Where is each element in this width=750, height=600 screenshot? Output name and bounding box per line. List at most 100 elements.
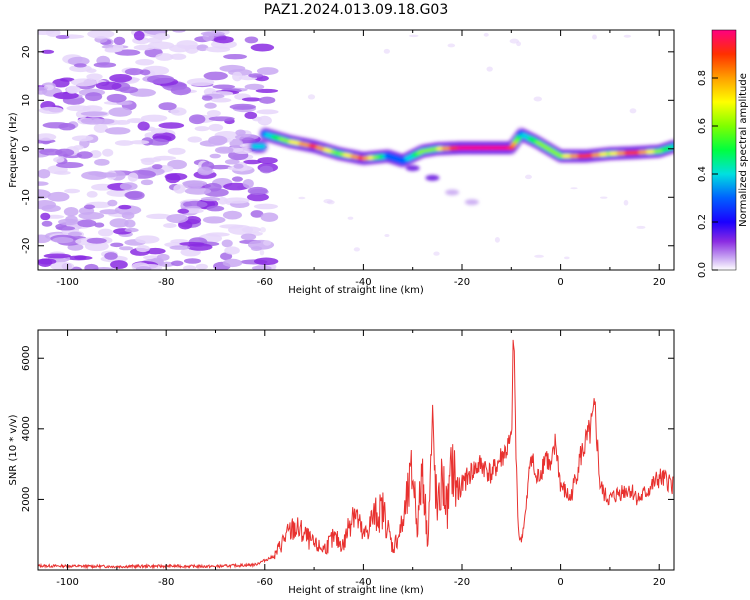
heatmap-noise-cell — [258, 96, 276, 104]
heatmap-noise-cell — [248, 73, 263, 78]
heatmap-noise-cell — [253, 257, 279, 266]
heatmap-noise-cell — [259, 165, 274, 174]
heatmap-noise-cell — [74, 255, 87, 260]
heatmap-noise-cell — [52, 78, 70, 88]
heatmap-noise-cell — [257, 157, 278, 164]
heatmap-noise-cell — [184, 187, 212, 195]
heatmap-noise-cell — [208, 135, 228, 146]
spectrogram-y-tick-label: -20 — [21, 238, 32, 254]
colorbar-tick-label: 0.4 — [697, 166, 708, 182]
snr-x-tick-label: 0 — [557, 577, 563, 588]
heatmap-noise-cell — [125, 190, 145, 200]
heatmap-noise-cell — [206, 109, 221, 117]
heatmap-noise-cell — [38, 106, 64, 115]
heatmap-noise-cell — [170, 85, 192, 96]
heatmap-noise-cell — [38, 181, 49, 186]
heatmap-noise-cell — [221, 239, 233, 248]
heatmap-noise-cell — [534, 254, 544, 258]
heatmap-noise-cell — [170, 260, 184, 267]
heatmap-noise-cell — [84, 241, 109, 252]
heatmap-noise-cell — [241, 97, 262, 102]
heatmap-noise-cell — [244, 36, 259, 44]
heatmap-noise-cell — [118, 246, 134, 251]
heatmap-noise-cell — [563, 256, 570, 260]
heatmap-ridge-core — [670, 144, 674, 149]
heatmap-noise-cell — [170, 53, 187, 60]
snr-x-tick-label: -20 — [454, 577, 470, 588]
heatmap-noise-cell — [167, 159, 187, 170]
snr-series — [38, 339, 674, 570]
heatmap-noise-cell — [110, 242, 124, 248]
spectrogram-x-ticks: -100 -80 -60 -40 -20 0 20 — [56, 30, 666, 288]
snr-y-axis-label: SNR (10 * v/v) — [8, 414, 19, 485]
snr-y-tick-label: 6000 — [21, 346, 32, 371]
heatmap-noise-cell — [158, 122, 185, 129]
snr-line — [38, 339, 674, 570]
heatmap-noise-cell — [63, 207, 79, 217]
heatmap-noise-cell — [326, 200, 335, 205]
heatmap-noise-cell — [53, 156, 65, 163]
heatmap-noise-cell — [38, 86, 48, 95]
heatmap-noise-cell — [124, 219, 136, 228]
heatmap-noise-cell — [64, 188, 81, 194]
heatmap-noise-cell — [256, 67, 279, 75]
heatmap-noise-cell — [169, 245, 190, 250]
heatmap-noise-cell — [195, 263, 208, 270]
spectrogram-y-tick-label: 10 — [21, 94, 32, 107]
heatmap-noise-cell — [232, 71, 243, 82]
heatmap-noise-cell — [250, 43, 275, 52]
heatmap-noise-cell — [110, 260, 128, 270]
heatmap-noise-cell — [55, 35, 70, 40]
heatmap-noise-cell — [433, 251, 440, 256]
snr-y-tick-label: 2000 — [21, 487, 32, 512]
heatmap-noise-cell — [84, 263, 99, 270]
heatmap-noise-cell — [222, 210, 242, 220]
heatmap-noise-cell — [347, 216, 354, 220]
heatmap-noise-cell — [197, 166, 213, 176]
heatmap-noise-cell — [167, 147, 186, 155]
heatmap-noise-cell — [119, 182, 138, 191]
heatmap-noise-cell — [136, 245, 150, 253]
heatmap-noise-cell — [86, 237, 107, 244]
heatmap-noise-cell — [205, 232, 230, 237]
heatmap-noise-cell — [133, 44, 155, 51]
heatmap-noise-cell — [93, 123, 108, 133]
heatmap-noise-cell — [184, 215, 202, 225]
heatmap-noise-cell — [39, 148, 63, 156]
heatmap-noise-cell — [158, 102, 177, 111]
heatmap-noise-cell — [38, 133, 57, 141]
heatmap-noise-cell — [72, 145, 84, 150]
heatmap-noise-cell — [38, 168, 51, 179]
heatmap-noise-cell — [146, 74, 175, 84]
heatmap-noise-cell — [52, 237, 74, 244]
spectrogram-y-tick-label: -10 — [21, 189, 32, 205]
heatmap-noise-cell — [214, 146, 234, 154]
heatmap-noise-cell — [447, 43, 456, 48]
heatmap-noise-cell — [169, 44, 191, 53]
heatmap-noise-cell — [71, 135, 94, 142]
heatmap-noise-cell — [231, 176, 243, 182]
heatmap-noise-cell — [600, 196, 608, 199]
heatmap-noise-cell — [94, 158, 110, 166]
heatmap-noise-cell — [155, 53, 174, 61]
heatmap-noise-cell — [114, 140, 134, 146]
heatmap-ridge-core — [515, 135, 523, 140]
heatmap-noise-cell — [129, 140, 150, 145]
heatmap-noise-cell — [121, 211, 135, 220]
snr-x-tick-label: -80 — [158, 577, 174, 588]
heatmap-noise-cell — [201, 95, 213, 101]
heatmap-noise-cell — [67, 231, 83, 237]
heatmap-noise-cell — [202, 216, 226, 224]
heatmap-noise-cell — [224, 246, 240, 255]
heatmap-ridge — [248, 127, 674, 206]
heatmap-noise-cell — [97, 228, 114, 237]
heatmap-noise-cell — [592, 34, 597, 40]
heatmap-noise-cell — [494, 236, 500, 243]
heatmap-branch-cell — [405, 165, 420, 172]
snr-panel: -100 -80 -60 -40 -20 0 20 2000 4000 6000 Height … — [8, 329, 675, 596]
heatmap-noise-cell — [113, 119, 131, 125]
heatmap-noise-cell — [76, 151, 93, 159]
heatmap-noise-cell — [53, 91, 79, 100]
heatmap-noise-cell — [109, 73, 133, 83]
